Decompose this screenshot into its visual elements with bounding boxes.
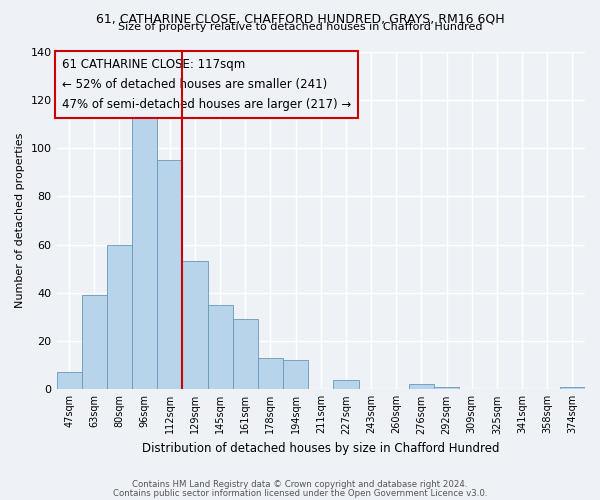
Bar bbox=[283, 360, 308, 390]
Text: 61 CATHARINE CLOSE: 117sqm
← 52% of detached houses are smaller (241)
47% of sem: 61 CATHARINE CLOSE: 117sqm ← 52% of deta… bbox=[62, 58, 351, 112]
Bar bbox=[157, 160, 182, 390]
Text: Contains HM Land Registry data © Crown copyright and database right 2024.: Contains HM Land Registry data © Crown c… bbox=[132, 480, 468, 489]
Bar bbox=[258, 358, 283, 390]
Bar bbox=[182, 262, 208, 390]
Text: Size of property relative to detached houses in Chafford Hundred: Size of property relative to detached ho… bbox=[118, 22, 482, 32]
Bar bbox=[233, 320, 258, 390]
Bar bbox=[82, 295, 107, 390]
Y-axis label: Number of detached properties: Number of detached properties bbox=[15, 132, 25, 308]
Bar bbox=[208, 305, 233, 390]
Text: Contains public sector information licensed under the Open Government Licence v3: Contains public sector information licen… bbox=[113, 489, 487, 498]
Bar bbox=[334, 380, 359, 390]
Bar bbox=[560, 387, 585, 390]
Bar bbox=[107, 244, 132, 390]
Text: 61, CATHARINE CLOSE, CHAFFORD HUNDRED, GRAYS, RM16 6QH: 61, CATHARINE CLOSE, CHAFFORD HUNDRED, G… bbox=[95, 12, 505, 26]
X-axis label: Distribution of detached houses by size in Chafford Hundred: Distribution of detached houses by size … bbox=[142, 442, 500, 455]
Bar bbox=[132, 112, 157, 390]
Bar bbox=[56, 372, 82, 390]
Bar bbox=[409, 384, 434, 390]
Bar bbox=[434, 387, 459, 390]
